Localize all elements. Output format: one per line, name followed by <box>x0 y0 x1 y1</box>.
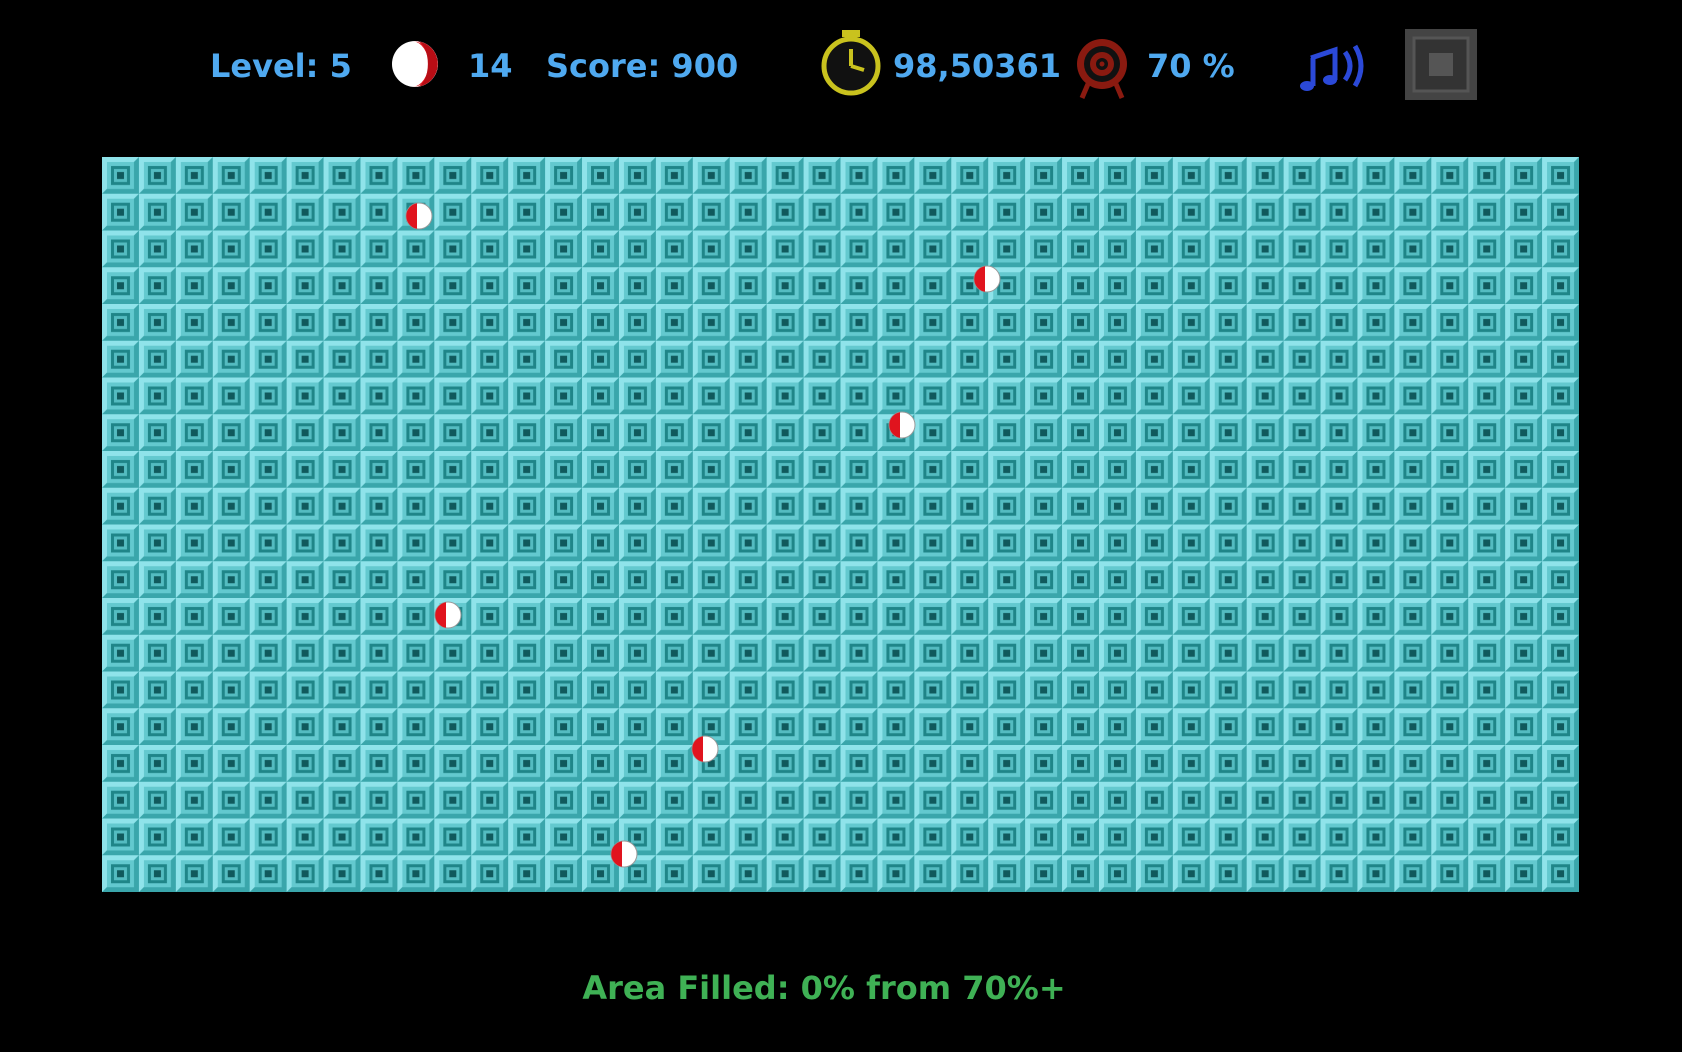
lives-count: 14 <box>468 47 513 85</box>
music-toggle[interactable] <box>1300 44 1364 91</box>
area-status: Area Filled: 0% from 70%+ <box>582 969 1065 1007</box>
level: Level: 5 <box>210 47 352 85</box>
ball <box>610 840 638 868</box>
lives-icon <box>392 41 438 87</box>
target-icon <box>1077 39 1127 99</box>
playfield <box>102 157 1579 892</box>
score: Score: 900 <box>546 47 738 85</box>
ball <box>691 735 719 763</box>
ball <box>973 265 1001 293</box>
pause-button[interactable] <box>1405 29 1477 100</box>
ball <box>888 411 916 439</box>
target: 70 % <box>1147 47 1235 85</box>
timer: 98,50361 <box>893 47 1061 85</box>
ball <box>405 202 433 230</box>
ball <box>434 601 462 629</box>
timer-icon <box>821 30 881 96</box>
